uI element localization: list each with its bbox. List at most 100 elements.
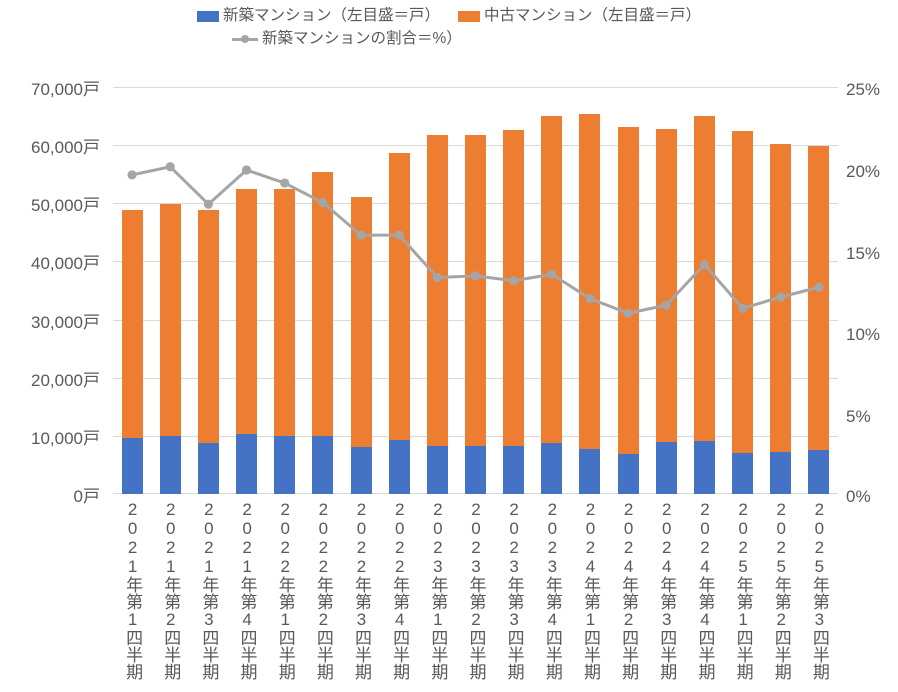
legend-item-used-condos[interactable]: 中古マンション（左目盛＝戸） [458,6,701,26]
bar-segment-used[interactable] [693,116,715,441]
share-line-marker[interactable] [509,276,519,286]
bar-segment-new[interactable] [388,439,410,494]
x-axis-tick-label: 2021年第2四半期 [161,500,181,680]
share-line-marker[interactable] [814,282,824,292]
x-axis-tick-label: 2024年第4四半期 [695,500,715,680]
bar-segment-used[interactable] [159,204,181,436]
x-axis-tick-label: 2025年第1四半期 [733,500,753,680]
bar-segment-new[interactable] [503,446,525,494]
bar-segment-used[interactable] [617,126,639,455]
bar-segment-used[interactable] [541,116,563,443]
bar-segment-used[interactable] [121,209,143,439]
legend-line-marker-icon [232,34,258,45]
share-line-marker[interactable] [585,294,595,304]
x-axis-tick-label: 2021年第3四半期 [199,500,219,680]
bar-segment-new[interactable] [732,452,754,494]
chart-legend: 新築マンション（左目盛＝戸） 中古マンション（左目盛＝戸） 新築マンションの割合… [0,6,898,49]
x-axis-tick-label: 2023年第1四半期 [428,500,448,680]
share-line-marker[interactable] [356,230,366,240]
x-axis-tick-label: 2023年第4四半期 [542,500,562,680]
share-line-marker[interactable] [776,292,786,302]
bar-segment-used[interactable] [312,171,334,437]
x-axis-tick-label: 2022年第2四半期 [313,500,333,680]
share-line-marker[interactable] [165,162,175,172]
y-tick-right-25: 25% [846,80,881,99]
share-line-marker[interactable] [699,259,710,270]
y-tick-left-40000: 40,000戸 [31,254,100,273]
legend-swatch-orange [458,10,480,22]
legend-second-row: 新築マンションの割合＝%） [60,29,838,49]
x-axis-tick-label: 2024年第2四半期 [619,500,639,680]
y-tick-right-20: 20% [846,162,881,181]
bar-segment-new[interactable] [808,449,830,494]
x-axis-labels: 2021年第1四半期 2021年第2四半期 2021年第3四半期 2021年第4四半期… [113,500,838,692]
bar-segment-new[interactable] [350,446,372,494]
share-line-marker[interactable] [547,269,557,279]
bar-segment-used[interactable] [732,130,754,453]
share-line-marker[interactable] [241,165,252,175]
share-line-marker[interactable] [394,230,404,240]
bar-segment-new[interactable] [617,454,639,494]
bar-segment-new[interactable] [655,442,677,494]
y-tick-right-5: 5% [846,407,871,426]
y-tick-left-20000: 20,000戸 [31,371,100,390]
bar-segment-used[interactable] [579,114,601,449]
bar-segment-new[interactable] [236,433,258,494]
bar-segment-used[interactable] [350,197,372,447]
x-axis-tick-label: 2021年第1四半期 [123,500,143,680]
share-line-marker[interactable] [203,199,213,209]
share-line-layer [127,162,824,318]
bar-segment-new[interactable] [274,435,296,494]
bar-segment-new[interactable] [541,442,563,494]
legend-label-used-condos: 中古マンション（左目盛＝戸） [484,7,702,24]
bar-segment-used[interactable] [503,130,525,447]
bar-segment-used[interactable] [808,145,830,450]
bar-segment-new[interactable] [465,445,486,494]
bar-segment-used[interactable] [236,189,258,434]
y-tick-left-70000: 70,000戸 [31,80,100,99]
plot-area [113,87,838,494]
bar-segment-used[interactable] [197,210,219,444]
bar-segment-used[interactable] [465,134,486,446]
share-line-marker[interactable] [318,197,328,208]
share-line-marker[interactable] [280,178,290,188]
x-axis-tick-label: 2025年第3四半期 [809,500,829,680]
bar-segment-new[interactable] [579,448,601,494]
y-tick-left-0: 0戸 [73,487,100,506]
y-tick-left-50000: 50,000戸 [31,196,100,215]
bar-segment-used[interactable] [274,188,296,436]
share-line-marker[interactable] [661,300,671,310]
x-axis-tick-label: 2022年第4四半期 [390,500,410,680]
x-axis-tick-label: 2022年第1四半期 [275,500,295,680]
share-line-path [130,165,821,315]
x-axis-tick-label: 2021年第4四半期 [237,500,257,680]
share-line-marker[interactable] [470,271,481,281]
bar-segment-new[interactable] [121,438,143,494]
y-tick-left-30000: 30,000戸 [31,313,100,332]
bar-segment-new[interactable] [159,435,181,494]
bar-segment-new[interactable] [312,436,334,494]
y-tick-left-10000: 10,000戸 [31,429,100,448]
legend-item-new-share[interactable]: 新築マンションの割合＝%） [232,29,462,49]
share-line-marker[interactable] [432,272,442,283]
bar-segment-new[interactable] [426,446,448,494]
share-line-marker[interactable] [738,303,748,314]
bar-segment-new[interactable] [197,443,219,494]
legend-item-new-condos[interactable]: 新築マンション（左目盛＝戸） [196,6,440,26]
bar-segment-used[interactable] [426,134,448,447]
share-line-marker[interactable] [623,308,633,318]
legend-label-new-share: 新築マンションの割合＝%） [262,30,462,47]
legend-label-new-condos: 新築マンション（左目盛＝戸） [222,7,440,24]
bar-segment-used[interactable] [388,153,410,440]
share-line-marker[interactable] [127,170,137,180]
x-axis-tick-label: 2024年第3四半期 [657,500,677,680]
bar-segment-new[interactable] [693,440,715,494]
y-tick-right-15: 15% [846,244,881,263]
x-axis-tick-label: 2023年第2四半期 [466,500,486,680]
x-axis-tick-label: 2025年第2四半期 [771,500,791,680]
bar-segment-new[interactable] [770,451,792,494]
legend-swatch-blue [196,10,219,22]
x-axis-tick-label: 2024年第1四半期 [580,500,600,680]
bar-segment-used[interactable] [655,128,677,443]
